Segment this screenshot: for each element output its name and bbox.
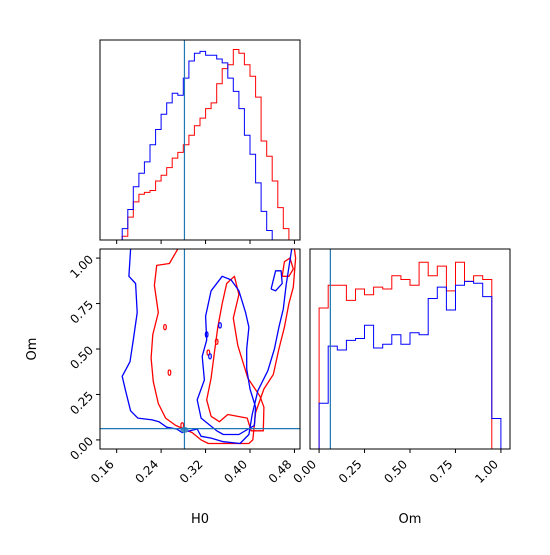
h0-axis-label: H0 — [191, 512, 209, 527]
blue-contour-inner — [270, 270, 283, 292]
blue-contour-island — [204, 331, 209, 338]
om-x-axis-label: Om — [399, 512, 422, 527]
blue-contour-inner — [196, 275, 257, 436]
h0-histogram-red — [100, 49, 300, 240]
blue-contour-island — [218, 322, 222, 329]
h0-plot-area — [100, 40, 300, 240]
red-contour-inner — [206, 275, 265, 432]
blue-contour-outer — [121, 249, 293, 445]
blue-contour-island — [208, 353, 212, 360]
h0-marginal-frame — [99, 39, 301, 241]
red-contour-island — [214, 338, 219, 345]
h0-marginal-panel — [99, 39, 301, 244]
red-contour-outer — [150, 249, 297, 445]
red-contour-island — [163, 323, 167, 331]
joint-plot-area — [100, 249, 300, 449]
om-axis-label: Om — [25, 338, 40, 361]
om-histogram-blue — [318, 280, 502, 449]
om-plot-area — [318, 249, 502, 449]
red-contour-island — [167, 369, 172, 376]
h0-histogram-blue — [100, 50, 300, 240]
